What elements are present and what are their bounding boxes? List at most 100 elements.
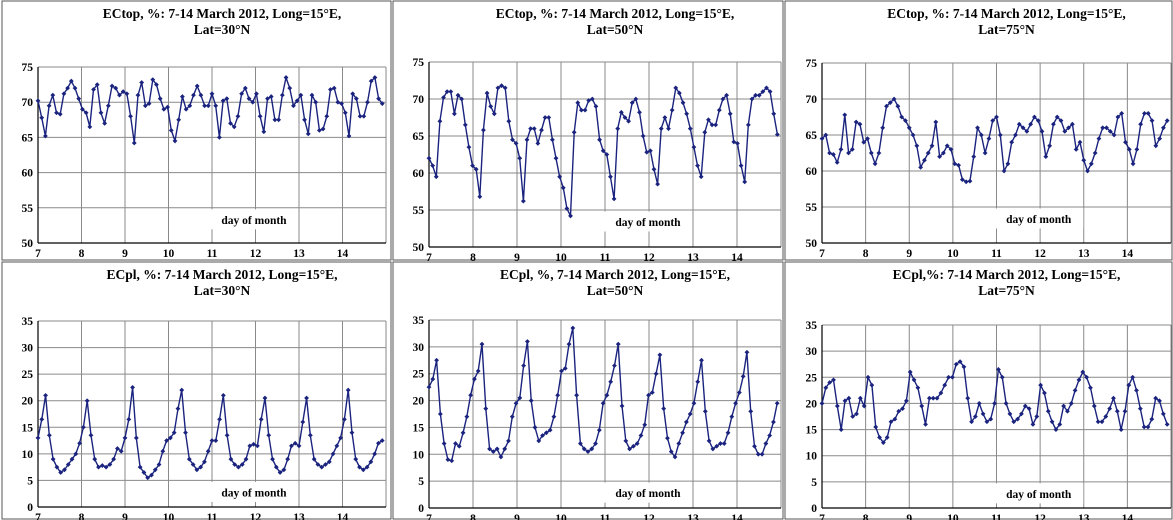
y-tick-label: 55	[413, 205, 425, 217]
y-tick-label: 5	[418, 476, 424, 488]
data-point	[838, 147, 844, 152]
data-point	[76, 96, 82, 102]
data-point	[525, 339, 530, 344]
data-point	[287, 85, 293, 91]
data-point	[1049, 419, 1055, 425]
data-point	[559, 368, 564, 374]
data-point	[459, 96, 465, 102]
x-tick-label: 12	[250, 248, 262, 260]
data-point	[1137, 406, 1143, 412]
data-point	[570, 325, 576, 331]
data-point	[124, 91, 130, 97]
data-point	[957, 359, 963, 364]
data-point	[539, 127, 544, 133]
data-point	[1026, 406, 1032, 412]
data-point	[65, 85, 71, 91]
data-point	[649, 390, 655, 395]
data-point	[877, 435, 882, 440]
data-point	[637, 109, 642, 115]
data-point	[1126, 147, 1132, 152]
y-tick-label: 65	[22, 132, 34, 144]
data-point	[54, 110, 59, 116]
x-tick-label: 14	[731, 252, 743, 264]
data-point	[179, 387, 185, 393]
data-point	[872, 161, 878, 167]
data-point	[1092, 150, 1098, 156]
data-point	[731, 139, 737, 145]
x-tick-label: 12	[1034, 513, 1046, 520]
data-point	[372, 75, 378, 80]
data-point	[357, 113, 363, 119]
data-point	[1028, 121, 1034, 127]
data-point	[710, 446, 716, 452]
data-point	[647, 148, 653, 154]
data-point	[243, 456, 249, 462]
data-point	[176, 117, 182, 123]
data-point	[65, 462, 71, 467]
data-point	[618, 109, 624, 115]
data-point	[1019, 411, 1024, 417]
data-point	[491, 111, 497, 117]
data-point	[183, 430, 188, 435]
data-point	[876, 150, 882, 156]
data-point	[468, 392, 474, 398]
y-tick-label: 25	[413, 369, 425, 381]
data-point	[725, 430, 731, 436]
data-point	[910, 132, 916, 138]
data-point	[376, 96, 381, 102]
data-point	[973, 414, 978, 419]
data-point	[702, 408, 708, 414]
xlabel-box	[603, 211, 693, 232]
data-point	[154, 82, 159, 87]
data-point	[205, 103, 211, 109]
data-point	[190, 462, 196, 467]
data-point	[593, 441, 598, 446]
data-point	[702, 129, 708, 135]
data-point	[666, 126, 671, 131]
data-point	[242, 85, 248, 91]
data-point	[629, 100, 635, 106]
data-point	[262, 395, 268, 401]
data-point	[228, 120, 233, 126]
data-point	[483, 406, 489, 412]
x-tick-label: 7	[35, 248, 41, 260]
data-point	[593, 104, 599, 109]
data-point	[142, 103, 148, 109]
y-tick-label: 10	[413, 449, 425, 461]
data-point	[137, 464, 143, 470]
data-point	[915, 385, 921, 391]
data-point	[709, 122, 715, 128]
data-point	[638, 433, 644, 438]
data-point	[745, 122, 751, 128]
data-point	[914, 143, 920, 149]
data-point	[126, 416, 132, 422]
data-point	[430, 163, 436, 168]
panel-frame	[392, 261, 784, 520]
data-point	[517, 395, 523, 401]
data-point	[861, 403, 867, 409]
data-point	[107, 462, 113, 467]
data-point	[319, 464, 325, 470]
data-point	[175, 406, 181, 412]
x-tick-label: 9	[906, 513, 912, 520]
data-point	[771, 419, 776, 425]
data-point	[687, 126, 693, 131]
data-point	[771, 111, 777, 117]
data-point	[1119, 111, 1125, 116]
data-point	[87, 124, 93, 130]
data-point	[655, 181, 661, 187]
data-point	[50, 456, 56, 462]
data-point	[633, 96, 639, 102]
y-tick-label: 65	[806, 130, 818, 142]
data-point	[543, 430, 549, 436]
data-point	[1164, 421, 1170, 427]
data-point	[1072, 387, 1078, 393]
data-point	[1141, 424, 1147, 430]
chart-title: ECtop, %: 7-14 March 2012, Long=15°E,	[103, 6, 342, 21]
data-point	[68, 78, 74, 84]
data-point	[39, 115, 45, 121]
data-point	[73, 451, 79, 457]
data-point	[604, 152, 610, 157]
data-point	[967, 178, 973, 184]
data-point	[978, 132, 984, 138]
